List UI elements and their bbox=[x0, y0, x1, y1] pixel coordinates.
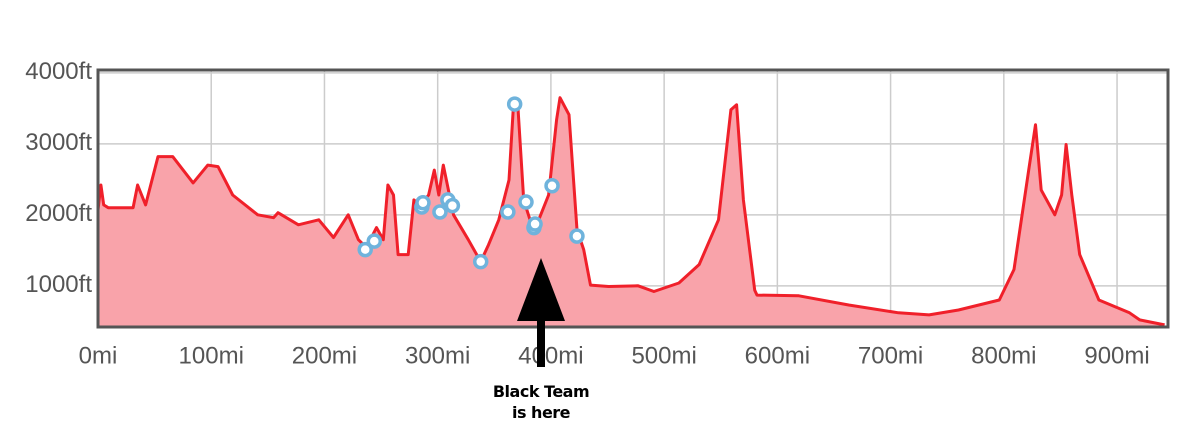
y-tick-label: 1000ft bbox=[25, 271, 92, 298]
plot-frame bbox=[96, 68, 1170, 329]
x-tick-label: 0mi bbox=[79, 342, 118, 369]
marker bbox=[415, 195, 431, 211]
annotation: is here bbox=[512, 403, 571, 422]
x-tick-label: 400mi bbox=[518, 342, 583, 369]
area bbox=[98, 97, 1165, 327]
marker bbox=[500, 204, 516, 220]
x-tick-label: 600mi bbox=[745, 342, 810, 369]
y-tick-label: 3000ft bbox=[25, 129, 92, 156]
marker bbox=[518, 194, 534, 210]
x-tick-label: 700mi bbox=[858, 342, 923, 369]
x-tick-label: 900mi bbox=[1084, 342, 1149, 369]
annotation: Black Team bbox=[493, 382, 589, 401]
x-tick-label: 200mi bbox=[292, 342, 357, 369]
x-tick-label: 500mi bbox=[631, 342, 696, 369]
arrow bbox=[517, 258, 565, 367]
marker bbox=[357, 241, 373, 258]
marker bbox=[506, 96, 523, 112]
marker bbox=[569, 228, 585, 244]
plot bbox=[96, 96, 1165, 327]
marker bbox=[366, 233, 383, 249]
x-tick-label: 300mi bbox=[405, 342, 470, 369]
x-tick-label: 100mi bbox=[179, 342, 244, 369]
x-tick-label: 800mi bbox=[971, 342, 1036, 369]
marker bbox=[472, 253, 489, 270]
marker bbox=[527, 216, 543, 232]
marker bbox=[444, 197, 461, 214]
y-tick-label: 2000ft bbox=[25, 200, 92, 227]
tick-labels: 1000ft 2000ft 3000ft 4000ft 0mi 100mi 200mi 300… bbox=[25, 58, 1149, 369]
marker bbox=[544, 177, 560, 194]
y-tick-label: 4000ft bbox=[25, 58, 92, 85]
marker bbox=[432, 204, 448, 220]
